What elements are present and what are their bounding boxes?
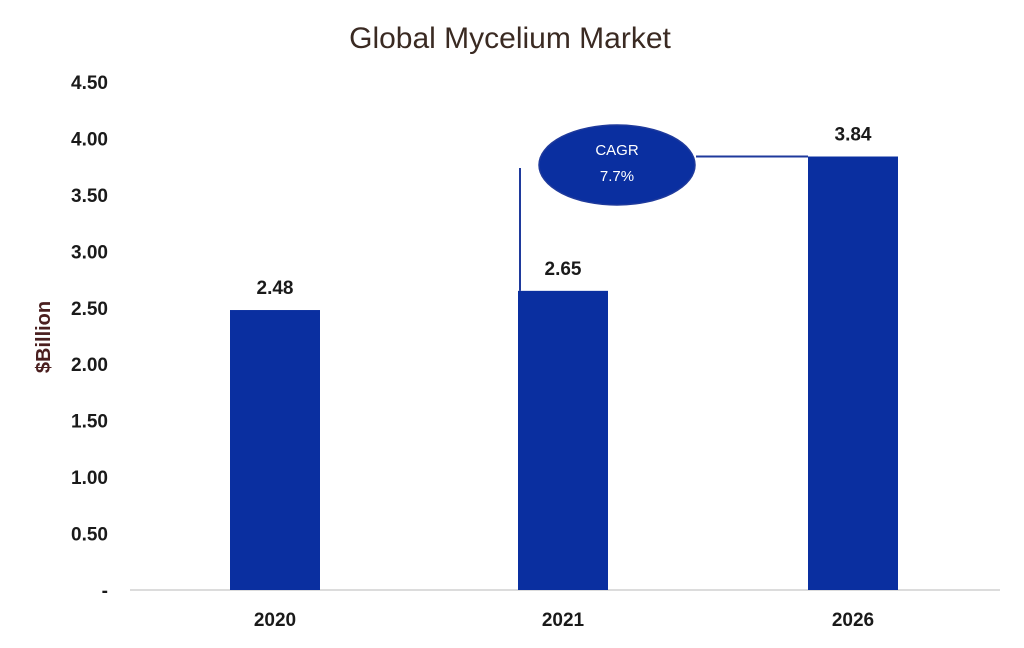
data-label: 3.84 — [835, 125, 872, 146]
x-axis-labels: 2020 2021 2026 — [254, 610, 874, 631]
y-tick-label: 1.00 — [71, 468, 108, 489]
cagr-connector-lines — [519, 155, 808, 291]
bar-2021 — [518, 290, 608, 590]
y-tick-label: 3.50 — [71, 186, 108, 207]
y-tick-label: 1.50 — [71, 412, 108, 433]
y-axis-label: $Billion — [33, 301, 55, 373]
y-tick-label: 4.00 — [71, 129, 108, 150]
y-tick-label: 2.00 — [71, 355, 108, 376]
data-label: 2.65 — [545, 259, 582, 280]
cagr-ellipse — [538, 124, 696, 206]
y-tick-label: 0.50 — [71, 525, 108, 546]
y-tick-label: 3.00 — [71, 242, 108, 263]
y-tick-label: 4.50 — [71, 73, 108, 94]
x-tick-label: 2020 — [254, 610, 296, 631]
cagr-annotation: CAGR 7.7% — [538, 124, 696, 206]
bar-2020 — [230, 310, 320, 590]
cagr-value: 7.7% — [600, 168, 634, 185]
cagr-label: CAGR — [595, 142, 639, 159]
x-tick-label: 2021 — [542, 610, 585, 631]
y-tick-label: - — [102, 581, 108, 602]
bar-2026 — [808, 156, 898, 591]
x-tick-label: 2026 — [832, 610, 874, 631]
data-label: 2.48 — [257, 278, 294, 299]
y-axis-ticks: - 0.50 1.00 1.50 2.00 2.50 3.00 3.50 4.00 4.50 — [71, 73, 108, 602]
y-tick-label: 2.50 — [71, 299, 108, 320]
chart-title: Global Mycelium Market — [349, 22, 671, 55]
bars-group: 2.48 2.65 3.84 — [230, 125, 898, 591]
